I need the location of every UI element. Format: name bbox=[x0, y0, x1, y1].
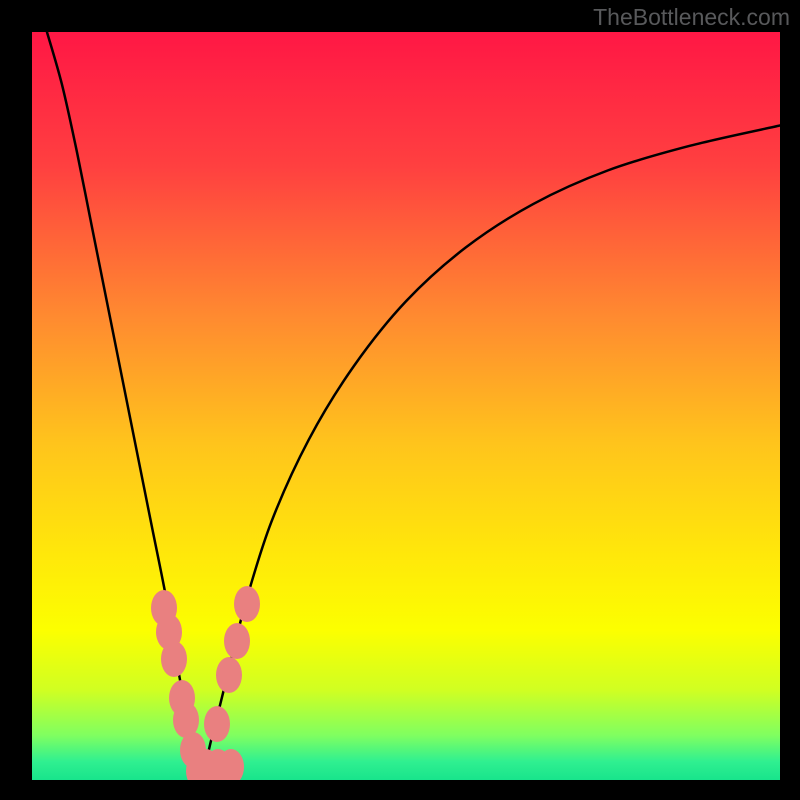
data-marker bbox=[218, 749, 244, 780]
watermark-text: TheBottleneck.com bbox=[593, 4, 790, 31]
data-marker bbox=[161, 641, 187, 677]
curve-path bbox=[47, 32, 780, 776]
data-marker bbox=[234, 586, 260, 622]
chart-container: TheBottleneck.com bbox=[0, 0, 800, 800]
data-marker bbox=[224, 623, 250, 659]
bottleneck-curve bbox=[32, 32, 780, 780]
data-marker bbox=[204, 706, 230, 742]
data-marker bbox=[216, 657, 242, 693]
plot-area bbox=[32, 32, 780, 780]
